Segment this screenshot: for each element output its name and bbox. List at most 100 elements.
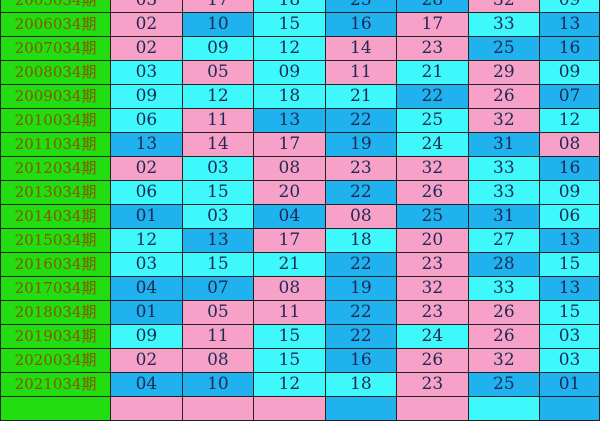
- number-cell: 03: [110, 252, 183, 277]
- period-label: 2010034期: [0, 108, 112, 133]
- number-cell: 05: [181, 60, 255, 85]
- number-cell: 15: [181, 252, 255, 277]
- number-cell: 06: [110, 180, 183, 205]
- number-cell: 03: [110, 0, 183, 13]
- period-label: 2020034期: [0, 348, 112, 373]
- number-cell: 13: [253, 108, 326, 133]
- number-cell: 04: [110, 276, 183, 301]
- period-label: 2021034期: [0, 372, 112, 397]
- table-row: 2016034期 03 15 21 22 23 28 15: [0, 252, 600, 277]
- number-cell: 07: [539, 84, 600, 109]
- number-cell: 16: [324, 12, 398, 37]
- table-row: 2017034期 04 07 08 19 32 33 13: [0, 276, 600, 301]
- number-cell: 02: [110, 348, 183, 373]
- number-cell: 18: [324, 372, 398, 397]
- number-cell: 15: [539, 300, 600, 325]
- period-label: [0, 396, 112, 421]
- number-cell: 23: [396, 300, 469, 325]
- number-cell: 23: [396, 36, 469, 61]
- number-cell: 01: [110, 204, 183, 229]
- number-cell: 13: [539, 228, 600, 253]
- number-cell: 17: [253, 132, 326, 157]
- period-label: 2015034期: [0, 228, 112, 253]
- number-cell: 18: [324, 228, 398, 253]
- number-cell: 03: [181, 156, 255, 181]
- number-cell: 14: [181, 132, 255, 157]
- number-cell: 08: [253, 156, 326, 181]
- table-row: 2008034期 03 05 09 11 21 29 09: [0, 60, 600, 85]
- number-cell: 08: [324, 204, 398, 229]
- number-cell: 09: [253, 60, 326, 85]
- number-cell: 33: [467, 276, 541, 301]
- number-cell: 22: [324, 324, 398, 349]
- number-cell: 09: [110, 324, 183, 349]
- number-cell: 09: [110, 84, 183, 109]
- number-cell: 12: [253, 36, 326, 61]
- table-row: 2010034期 06 11 13 22 25 32 12: [0, 108, 600, 133]
- period-label: 2013034期: [0, 180, 112, 205]
- number-cell: 29: [467, 60, 541, 85]
- number-cell: 13: [539, 276, 600, 301]
- table-row: 2013034期 06 15 20 22 26 33 09: [0, 180, 600, 205]
- period-label: 2019034期: [0, 324, 112, 349]
- number-cell: 20: [253, 180, 326, 205]
- number-cell: 09: [181, 36, 255, 61]
- number-cell: 19: [324, 276, 398, 301]
- number-cell: 12: [539, 108, 600, 133]
- period-label: 2008034期: [0, 60, 112, 85]
- period-label: 2009034期: [0, 84, 112, 109]
- period-label: 2016034期: [0, 252, 112, 277]
- table-row: [0, 396, 600, 421]
- number-cell: 03: [539, 348, 600, 373]
- number-cell: 23: [396, 252, 469, 277]
- table-row: 2007034期 02 09 12 14 23 25 16: [0, 36, 600, 61]
- number-cell: 24: [396, 324, 469, 349]
- number-cell: 32: [467, 108, 541, 133]
- number-cell: 22: [324, 180, 398, 205]
- number-cell: 32: [467, 348, 541, 373]
- number-cell: 10: [181, 372, 255, 397]
- number-cell: 13: [181, 228, 255, 253]
- number-cell: 28: [467, 252, 541, 277]
- number-cell: 12: [253, 372, 326, 397]
- table-row: 2005034期 03 17 18 25 28 32 09: [0, 0, 600, 13]
- number-cell: 02: [110, 156, 183, 181]
- number-cell: 27: [467, 228, 541, 253]
- table-row: 2014034期 01 03 04 08 25 31 06: [0, 204, 600, 229]
- number-cell: 11: [181, 108, 255, 133]
- number-cell: 32: [396, 276, 469, 301]
- number-cell: 20: [396, 228, 469, 253]
- number-cell: [324, 396, 398, 421]
- number-cell: 25: [324, 0, 398, 13]
- number-cell: 09: [539, 0, 600, 13]
- number-cell: 25: [467, 372, 541, 397]
- number-cell: 02: [110, 36, 183, 61]
- number-cell: [396, 396, 469, 421]
- number-cell: 26: [467, 324, 541, 349]
- number-cell: 33: [467, 180, 541, 205]
- period-label: 2017034期: [0, 276, 112, 301]
- table-row: 2021034期 04 10 12 18 23 25 01: [0, 372, 600, 397]
- number-cell: 17: [181, 0, 255, 13]
- period-label: 2007034期: [0, 36, 112, 61]
- period-label: 2011034期: [0, 132, 112, 157]
- number-cell: [110, 396, 183, 421]
- number-cell: 17: [396, 12, 469, 37]
- number-cell: 24: [396, 132, 469, 157]
- number-cell: 22: [396, 84, 469, 109]
- period-label: 2005034期: [0, 0, 112, 13]
- number-cell: 18: [253, 84, 326, 109]
- number-cell: 33: [467, 12, 541, 37]
- number-cell: 25: [467, 36, 541, 61]
- table-row: 2006034期 02 10 15 16 17 33 13: [0, 12, 600, 37]
- number-cell: 21: [324, 84, 398, 109]
- number-cell: 32: [467, 0, 541, 13]
- number-cell: 33: [467, 156, 541, 181]
- table-row: 2015034期 12 13 17 18 20 27 13: [0, 228, 600, 253]
- number-cell: 01: [539, 372, 600, 397]
- table-row: 2018034期 01 05 11 22 23 26 15: [0, 300, 600, 325]
- number-cell: 16: [324, 348, 398, 373]
- number-cell: 15: [253, 324, 326, 349]
- number-cell: 15: [253, 348, 326, 373]
